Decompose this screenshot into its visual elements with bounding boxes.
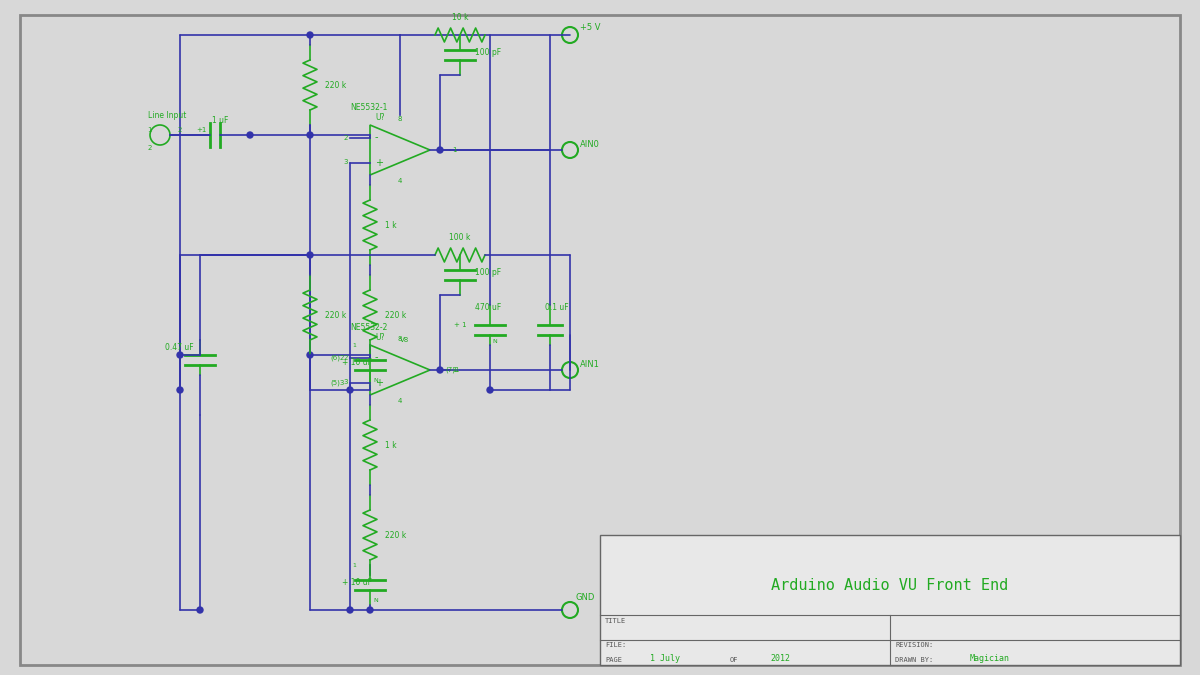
Text: 0.47 uF: 0.47 uF [166,343,193,352]
Text: (6)2: (6)2 [331,354,346,360]
Text: U?: U? [374,113,384,122]
Text: FILE:: FILE: [605,642,626,648]
Circle shape [347,387,353,393]
Text: 100 k: 100 k [449,233,470,242]
Text: 2: 2 [178,127,182,133]
Text: N: N [373,378,378,383]
Text: N: N [373,598,378,603]
Text: 470 uF: 470 uF [475,303,502,312]
Text: V8: V8 [400,337,409,343]
Text: 3: 3 [343,159,348,165]
Text: +1: +1 [197,127,208,133]
Circle shape [178,352,182,358]
Text: AIN0: AIN0 [580,140,600,149]
Text: (5)3: (5)3 [331,379,346,385]
Circle shape [307,132,313,138]
Text: +5 V: +5 V [580,23,600,32]
Text: + 10 uF: + 10 uF [342,358,372,367]
Text: NE5532-2: NE5532-2 [350,323,388,332]
Text: +: + [374,377,383,387]
Text: 1: 1 [148,127,152,133]
Text: 2: 2 [343,354,348,360]
Text: 1 k: 1 k [385,221,397,230]
Text: 220 k: 220 k [325,80,347,90]
Text: N: N [492,339,497,344]
Circle shape [487,387,493,393]
Bar [600,535,1180,665]
Text: (7)1: (7)1 [445,367,460,373]
Text: Line Input: Line Input [148,111,186,120]
Circle shape [437,367,443,373]
Text: 4: 4 [398,178,402,184]
Text: U?: U? [374,333,384,342]
Text: Magician: Magician [970,654,1010,663]
Circle shape [437,147,443,153]
Text: 2: 2 [148,145,152,151]
Text: 220 k: 220 k [385,531,407,539]
Circle shape [367,607,373,613]
Text: 100 pF: 100 pF [475,268,502,277]
Text: + 10 uF: + 10 uF [342,578,372,587]
Text: 1 July: 1 July [650,654,680,663]
Text: 1: 1 [352,343,356,348]
Text: 0.1 uF: 0.1 uF [545,303,569,312]
Text: 8: 8 [397,336,402,342]
Text: 220 k: 220 k [325,310,347,319]
Text: REVISION:: REVISION: [895,642,934,648]
Text: 1: 1 [352,563,356,568]
Circle shape [307,252,313,258]
Text: PAGE: PAGE [605,657,622,663]
Text: Arduino Audio VU Front End: Arduino Audio VU Front End [772,578,1009,593]
Text: -: - [374,352,378,362]
Text: TITLE: TITLE [605,618,626,624]
Circle shape [307,32,313,38]
Text: + 1: + 1 [455,322,467,328]
Text: NE5532-1: NE5532-1 [350,103,388,112]
Circle shape [197,607,203,613]
Text: 220 k: 220 k [385,310,407,319]
Circle shape [247,132,253,138]
Text: -: - [374,132,378,142]
Text: 3: 3 [343,379,348,385]
Text: 1: 1 [452,367,456,373]
Text: 2: 2 [343,134,348,140]
Text: AIN1: AIN1 [580,360,600,369]
Text: DRAWN BY:: DRAWN BY: [895,657,934,663]
Text: 4: 4 [398,398,402,404]
Text: 10 k: 10 k [451,13,468,22]
Text: 1: 1 [452,147,456,153]
Text: GND: GND [575,593,594,602]
Circle shape [307,352,313,358]
Text: 100 pF: 100 pF [475,48,502,57]
Text: OF: OF [730,657,738,663]
Circle shape [178,387,182,393]
Text: 1 uF: 1 uF [212,116,228,125]
Text: 1 k: 1 k [385,441,397,450]
Text: 2012: 2012 [770,654,790,663]
Circle shape [347,607,353,613]
Text: +: + [374,157,383,167]
Text: 8: 8 [397,116,402,122]
